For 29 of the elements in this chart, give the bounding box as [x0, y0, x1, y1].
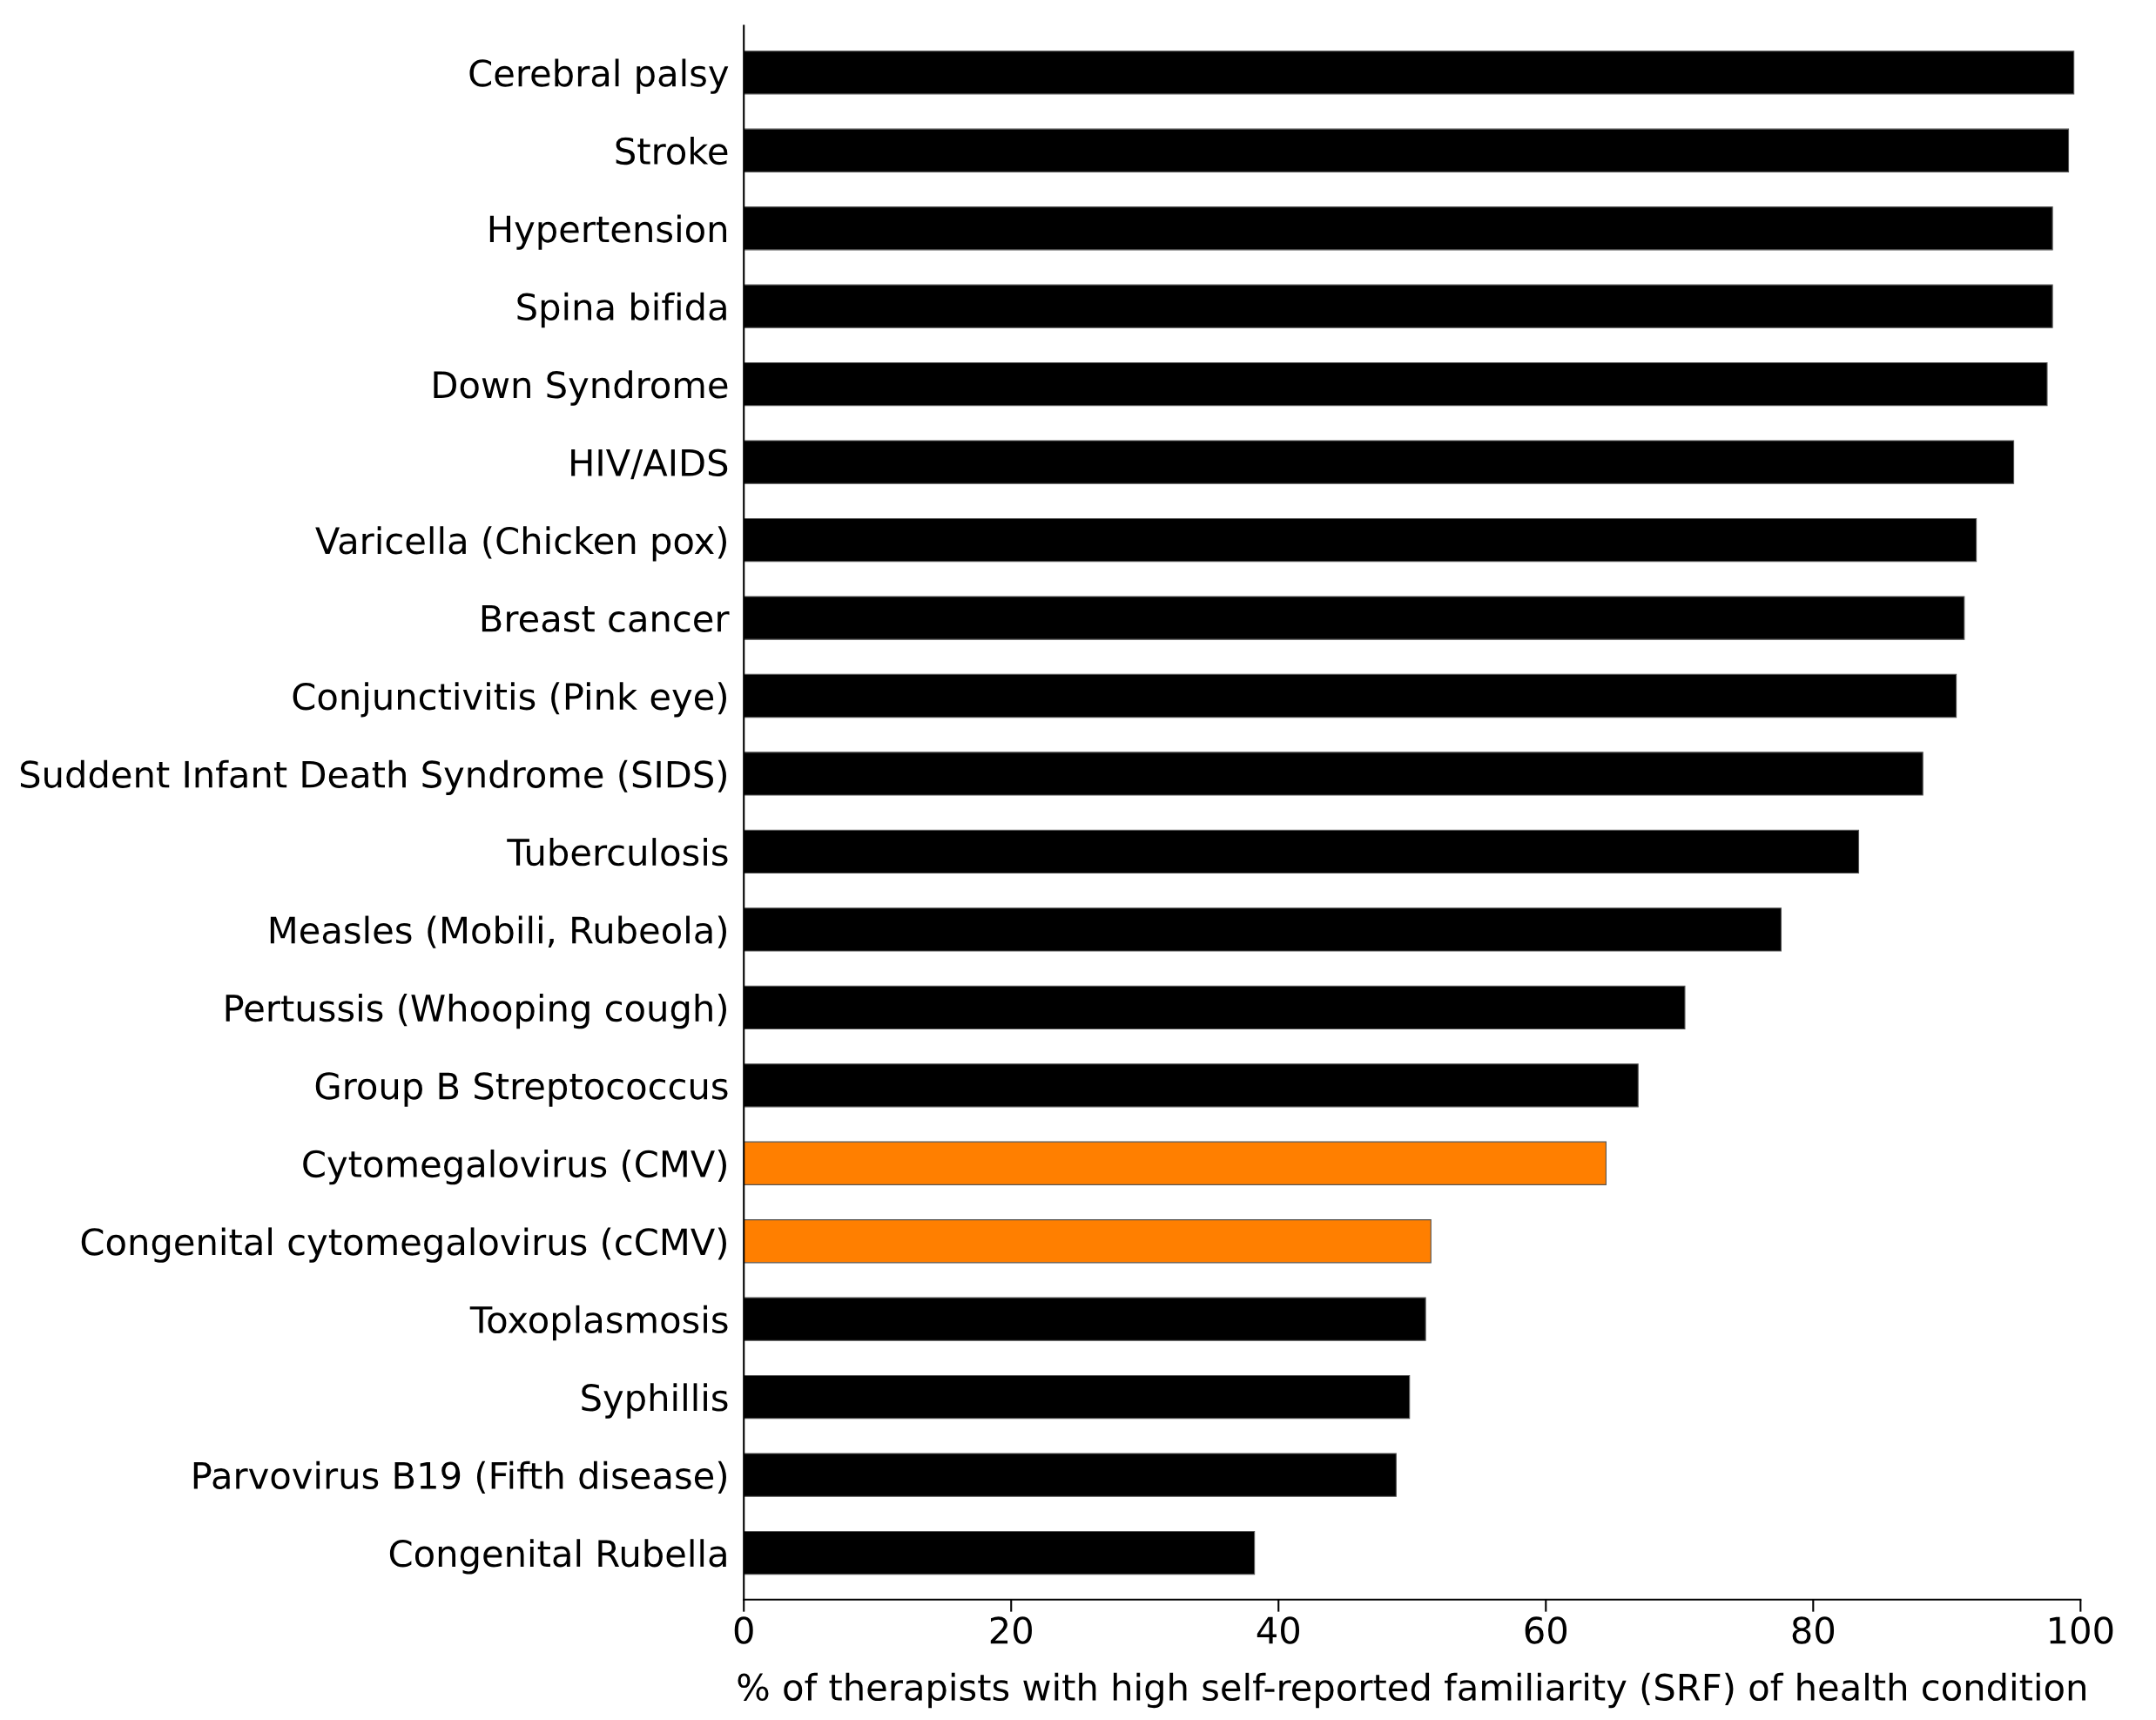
x-tick-label: 40 — [1257, 1616, 1300, 1644]
y-tick-label: Congenital cytomegalovirus (cCMV) — [81, 1227, 726, 1263]
y-tick-label: Stroke — [616, 136, 728, 165]
x-tick-label: 20 — [990, 1616, 1032, 1644]
y-tick-label: Down Syndrome — [434, 370, 728, 406]
bar — [744, 1141, 1607, 1185]
y-tick-label: Congenital Rubella — [389, 1539, 726, 1575]
y-tick-label: Measles (Mobili, Rubeola) — [270, 915, 726, 948]
x-tick-label: 0 — [734, 1616, 753, 1644]
y-tick-label: Varicella (Chicken pox) — [315, 526, 726, 562]
y-tick-label: Syphillis — [582, 1383, 728, 1419]
y-tick-label: Hypertension — [489, 214, 727, 250]
y-tick-label: HIV/AIDS — [571, 449, 728, 480]
x-tick-label: 60 — [1525, 1616, 1567, 1644]
x-axis-title: % of therapists with high self-reported familiarity (SRF) of health condition — [738, 1672, 2085, 1709]
x-tick-label: 100 — [2050, 1616, 2113, 1644]
y-tick-label: Spina bifida — [517, 292, 726, 328]
y-tick-label: Pertussis (Whooping cough) — [226, 994, 726, 1029]
y-tick-label: Tuberculosis — [507, 838, 728, 867]
bar — [744, 1219, 1432, 1264]
y-tick-label: Group B Streptococcus — [315, 1072, 728, 1107]
y-tick-label: Cerebral palsy — [469, 58, 729, 94]
y-tick-label: Suddent Infant Death Syndrome (SIDS) — [20, 759, 726, 795]
y-tick-label: Breast cancer — [482, 604, 730, 632]
y-tick-label: Parvovirus B19 (Fifth disease) — [193, 1460, 726, 1494]
y-tick-label: Toxoplasmosis — [469, 1305, 728, 1341]
x-tick-label: 80 — [1792, 1616, 1835, 1644]
y-tick-label: Conjunctivitis (Pink eye) — [293, 682, 726, 718]
y-tick-label: Cytomegalovirus (CMV) — [303, 1149, 726, 1185]
